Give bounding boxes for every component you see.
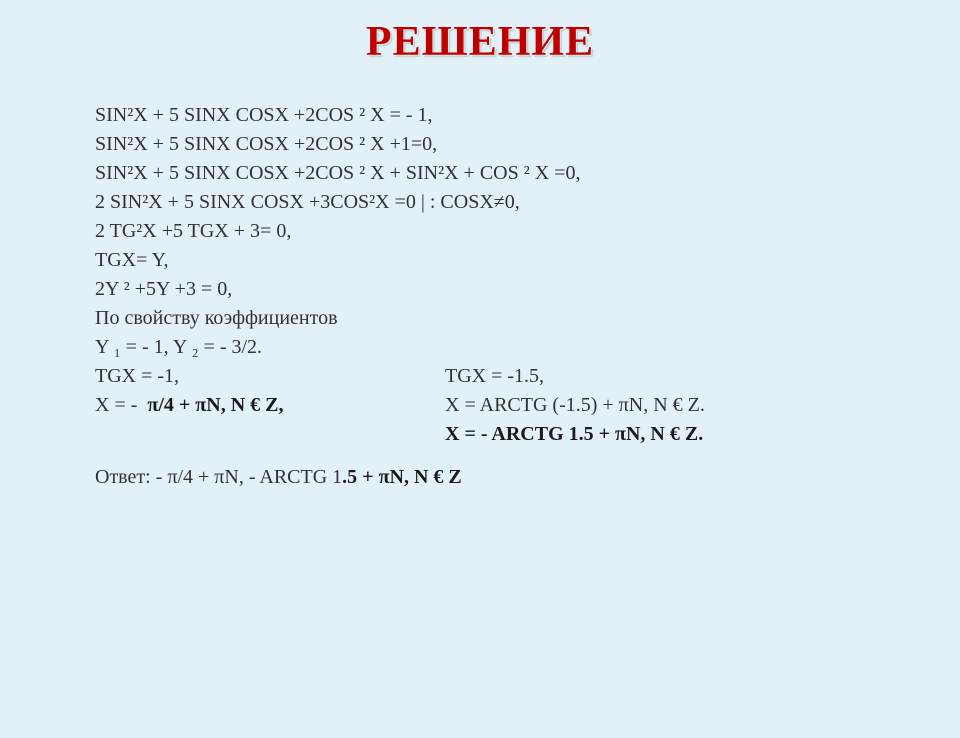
slide: РЕШЕНИЕ SIN²X + 5 SINX COSX +2COS ² X = … [0,18,960,738]
eq-answer-line: Ответ: - π/4 + πN, - ARCTG 1.5 + πN, N €… [95,466,960,489]
eq-col-right: TGX = -1.5, [445,365,960,388]
spacer [95,452,960,466]
answer-prefix: Ответ: - π/4 + πN, - ARCTG 1 [95,466,342,488]
eq-line: 2 SIN²X + 5 SINX COSX +3COS²X =0 | : COS… [95,191,960,214]
eq-line-two-col: TGX = -1, TGX = -1.5, [95,365,960,388]
slide-title: РЕШЕНИЕ [0,18,960,66]
equation-content: SIN²X + 5 SINX COSX +2COS ² X = - 1, SIN… [95,104,960,489]
eq-bold-text: π/4 + πN, N € Z, [147,394,283,416]
eq-line: Y ₁ = - 1, Y ₂ = - 3/2. [95,336,960,359]
eq-line: SIN²X + 5 SINX COSX +2COS ² X = - 1, [95,104,960,127]
eq-text: X = - [95,394,147,416]
eq-col-right-bold: X = - ARCTG 1.5 + πN, N € Z. [445,423,960,446]
eq-line-two-col: X = - ARCTG 1.5 + πN, N € Z. [95,423,960,446]
eq-col-left: X = - π/4 + πN, N € Z, [95,394,445,417]
eq-col-left [95,423,445,446]
eq-line: SIN²X + 5 SINX COSX +2COS ² X +1=0, [95,133,960,156]
eq-line: 2 TG²X +5 TGX + 3= 0, [95,220,960,243]
eq-line: SIN²X + 5 SINX COSX +2COS ² X + SIN²X + … [95,162,960,185]
eq-line: По свойству коэффициентов [95,307,960,330]
eq-line-two-col: X = - π/4 + πN, N € Z, X = ARCTG (-1.5) … [95,394,960,417]
eq-col-left: TGX = -1, [95,365,445,388]
answer-bold: .5 + πN, N € Z [342,466,462,488]
eq-line: 2Y ² +5Y +3 = 0, [95,278,960,301]
eq-col-right: X = ARCTG (-1.5) + πN, N € Z. [445,394,960,417]
eq-line: TGX= Y, [95,249,960,272]
